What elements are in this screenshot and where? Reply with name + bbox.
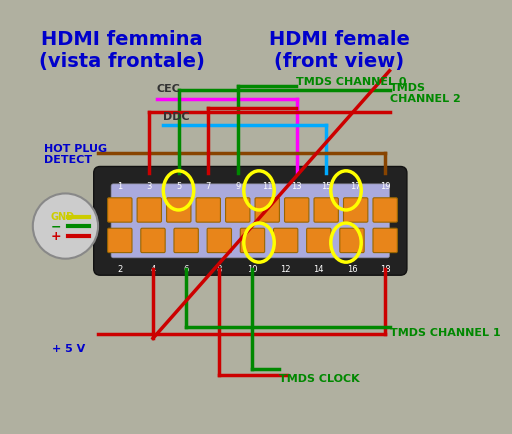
FancyBboxPatch shape — [108, 229, 132, 253]
Text: 7: 7 — [206, 182, 211, 191]
FancyBboxPatch shape — [255, 198, 280, 223]
FancyBboxPatch shape — [137, 198, 161, 223]
Text: 13: 13 — [291, 182, 302, 191]
Text: 16: 16 — [347, 265, 357, 274]
FancyBboxPatch shape — [373, 198, 397, 223]
Text: 4: 4 — [151, 265, 156, 274]
FancyBboxPatch shape — [226, 198, 250, 223]
Text: 18: 18 — [380, 265, 391, 274]
Text: DDC: DDC — [163, 112, 190, 122]
Text: 6: 6 — [183, 265, 189, 274]
Text: TMDS CHANNEL 0: TMDS CHANNEL 0 — [296, 77, 407, 87]
Text: HDMI female
(front view): HDMI female (front view) — [269, 30, 410, 71]
Text: 17: 17 — [350, 182, 361, 191]
FancyBboxPatch shape — [340, 229, 364, 253]
Text: TMDS CHANNEL 1: TMDS CHANNEL 1 — [390, 327, 500, 337]
FancyBboxPatch shape — [94, 167, 407, 276]
Text: 2: 2 — [117, 265, 122, 274]
Text: TMDS
CHANNEL 2: TMDS CHANNEL 2 — [390, 82, 460, 104]
Text: 11: 11 — [262, 182, 272, 191]
Text: TMDS CLOCK: TMDS CLOCK — [279, 373, 359, 383]
Text: 8: 8 — [217, 265, 222, 274]
Text: 15: 15 — [321, 182, 331, 191]
Text: +: + — [50, 230, 61, 243]
FancyBboxPatch shape — [240, 229, 265, 253]
FancyBboxPatch shape — [344, 198, 368, 223]
Text: 9: 9 — [235, 182, 240, 191]
FancyBboxPatch shape — [373, 229, 397, 253]
Text: HDMI femmina
(vista frontale): HDMI femmina (vista frontale) — [39, 30, 205, 71]
FancyBboxPatch shape — [307, 229, 331, 253]
Text: 14: 14 — [313, 265, 324, 274]
Text: 3: 3 — [146, 182, 152, 191]
Text: −: − — [50, 220, 61, 233]
FancyBboxPatch shape — [285, 198, 309, 223]
Text: 12: 12 — [281, 265, 291, 274]
Text: 10: 10 — [247, 265, 258, 274]
FancyBboxPatch shape — [207, 229, 231, 253]
Text: CEC: CEC — [157, 83, 181, 93]
Text: GND: GND — [50, 212, 74, 222]
Text: + 5 V: + 5 V — [52, 343, 86, 353]
FancyBboxPatch shape — [111, 184, 390, 258]
Text: 1: 1 — [117, 182, 122, 191]
FancyBboxPatch shape — [314, 198, 338, 223]
Text: 5: 5 — [176, 182, 181, 191]
FancyBboxPatch shape — [141, 229, 165, 253]
FancyBboxPatch shape — [108, 198, 132, 223]
Text: HOT PLUG
DETECT: HOT PLUG DETECT — [44, 143, 107, 165]
Text: 19: 19 — [380, 182, 391, 191]
FancyBboxPatch shape — [166, 198, 191, 223]
Circle shape — [33, 194, 98, 259]
FancyBboxPatch shape — [196, 198, 221, 223]
FancyBboxPatch shape — [174, 229, 198, 253]
FancyBboxPatch shape — [273, 229, 298, 253]
